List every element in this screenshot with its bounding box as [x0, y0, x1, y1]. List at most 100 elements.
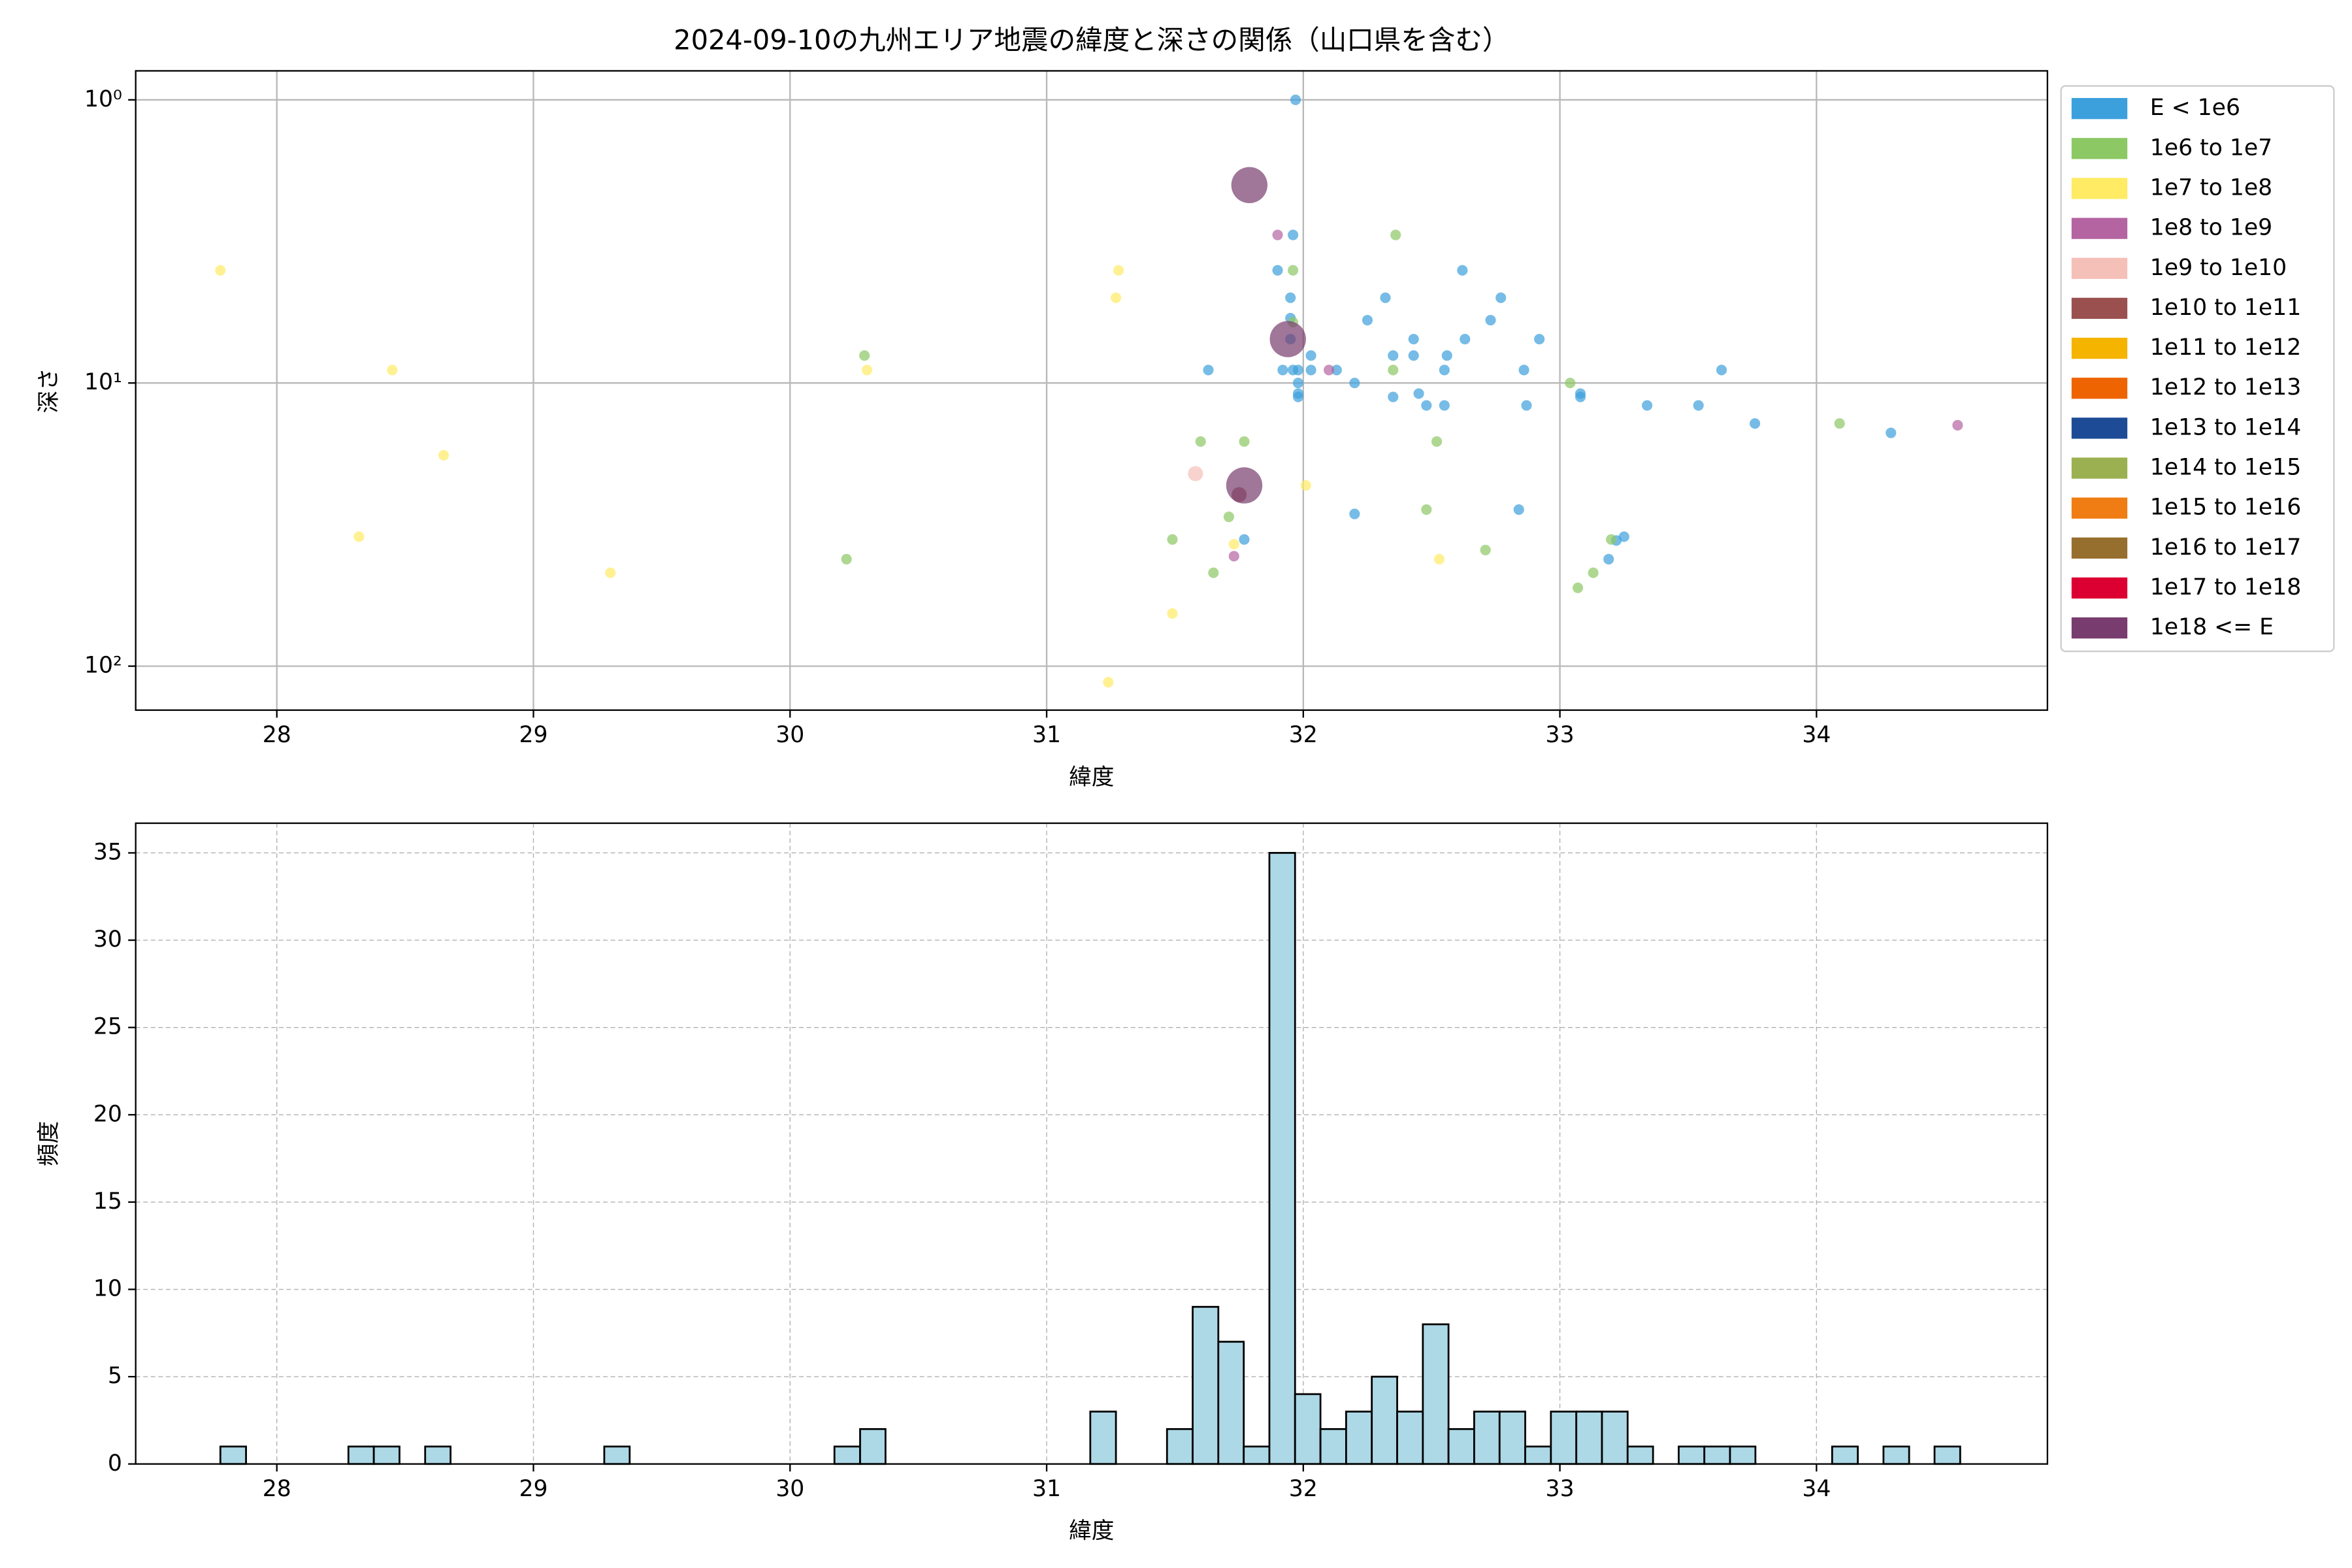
histogram-bar [1575, 1411, 1603, 1465]
legend-swatch [2071, 218, 2128, 239]
scatter-point [1167, 608, 1178, 619]
legend-swatch [2071, 178, 2128, 199]
x-tick-label: 28 [263, 1476, 291, 1502]
legend-label: 1e14 to 1e15 [2150, 455, 2301, 481]
histogram-bar [347, 1445, 375, 1465]
histogram-bar [1882, 1445, 1910, 1465]
legend-swatch [2071, 297, 2128, 319]
histogram-bar [833, 1445, 861, 1465]
scatter-point [1441, 350, 1452, 361]
legend-label: 1e18 <= E [2150, 614, 2274, 640]
x-tick-label: 31 [1032, 722, 1061, 748]
legend-swatch [2071, 537, 2128, 559]
legend-label: 1e10 to 1e11 [2150, 295, 2301, 321]
scatter-point [605, 567, 616, 578]
scatter-point [1457, 265, 1468, 276]
scatter-point [1188, 466, 1203, 482]
scatter-point [1565, 378, 1576, 389]
scatter-point [1288, 229, 1299, 240]
scatter-point [1305, 350, 1316, 361]
scatter-point [1380, 292, 1391, 303]
x-tick-label: 34 [1802, 722, 1831, 748]
scatter-point [1834, 418, 1845, 429]
histogram-bar [1166, 1428, 1194, 1465]
histogram-bar [1524, 1445, 1552, 1465]
scatter-point [841, 553, 852, 564]
x-tick-label: 30 [776, 722, 804, 748]
histogram-bar [859, 1428, 887, 1465]
scatter-point [438, 449, 449, 461]
legend-label: 1e13 to 1e14 [2150, 414, 2301, 440]
x-tick-label: 28 [263, 722, 291, 748]
legend-label: 1e6 to 1e7 [2150, 135, 2272, 161]
y-tick-label: 10² [84, 653, 122, 679]
histogram-bar [1678, 1445, 1706, 1465]
scatter-point [1750, 418, 1761, 429]
histogram-bar [1396, 1411, 1424, 1465]
scatter-point [1521, 400, 1532, 411]
histogram-bar [372, 1445, 400, 1465]
scatter-point [1716, 365, 1727, 376]
legend-swatch [2071, 577, 2128, 599]
legend-label: 1e8 to 1e9 [2150, 215, 2272, 241]
legend-label: 1e11 to 1e12 [2150, 335, 2301, 361]
scatter-point [1195, 436, 1206, 447]
legend-swatch [2071, 138, 2128, 159]
plot-frame [135, 70, 2048, 711]
histogram-bar [1601, 1411, 1629, 1465]
scatter-point [1239, 534, 1250, 545]
histogram-bar [1217, 1341, 1245, 1465]
scatter-point [1388, 365, 1399, 376]
legend-swatch [2071, 257, 2128, 279]
scatter-point [1642, 400, 1653, 411]
legend-swatch [2071, 617, 2128, 639]
scatter-point [1239, 436, 1250, 447]
histogram-bar [1933, 1445, 1961, 1465]
histogram-bar [1626, 1445, 1654, 1465]
scatter-point [1518, 365, 1529, 376]
scatter-point [1349, 378, 1360, 389]
scatter-point [1203, 365, 1214, 376]
x-tick-label: 33 [1546, 1476, 1575, 1502]
histogram-bar [1345, 1411, 1373, 1465]
legend-swatch [2071, 337, 2128, 359]
scatter-point [1300, 480, 1311, 491]
scatter-point [1495, 292, 1507, 303]
scatter-point [1167, 534, 1178, 545]
histogram-bar [1473, 1411, 1501, 1465]
scatter-point [1693, 400, 1704, 411]
scatter-point [1421, 504, 1432, 515]
x-tick-label: 29 [519, 1476, 547, 1502]
scatter-point [1103, 677, 1114, 688]
histogram-bar [1371, 1375, 1398, 1465]
scatter-point [215, 265, 226, 276]
histogram-bar [1192, 1305, 1220, 1465]
x-tick-label: 31 [1032, 1476, 1061, 1502]
scatter-point [1228, 551, 1239, 562]
y-axis-label: 頻度 [36, 1121, 62, 1166]
scatter-point [1111, 292, 1122, 303]
legend-box [2060, 85, 2335, 653]
legend-label: 1e9 to 1e10 [2150, 255, 2287, 281]
y-axis-label: 深さ [36, 368, 62, 413]
scatter-point [1439, 400, 1450, 411]
scatter-point [1208, 567, 1219, 578]
scatter-point [1408, 350, 1419, 361]
legend-swatch [2071, 417, 2128, 439]
scatter-point [1952, 419, 1963, 431]
scatter-point [1433, 553, 1445, 564]
scatter-point [1408, 334, 1419, 345]
scatter-point [1362, 314, 1373, 326]
scatter-point [1534, 334, 1545, 345]
y-tick-label: 30 [93, 926, 122, 953]
y-tick-label: 15 [93, 1188, 122, 1215]
x-axis-label: 緯度 [1069, 1518, 1114, 1544]
y-tick-label: 25 [93, 1014, 122, 1040]
legend-swatch [2071, 378, 2128, 399]
histogram-bar [1243, 1445, 1271, 1465]
legend-swatch [2071, 457, 2128, 479]
scatter-point [1460, 334, 1471, 345]
scatter-point [1606, 534, 1617, 545]
